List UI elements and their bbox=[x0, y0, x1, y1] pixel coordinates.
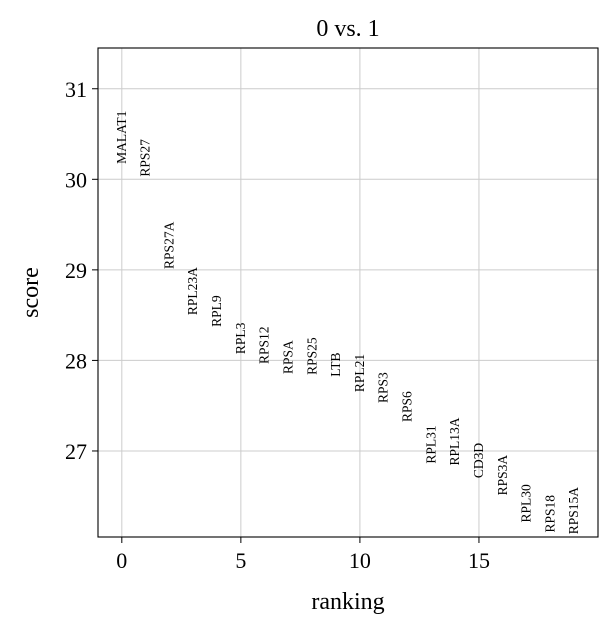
y-tick-label: 29 bbox=[65, 258, 87, 283]
gene-label: RPS15A bbox=[566, 487, 581, 535]
gene-label: RPS3 bbox=[376, 372, 391, 403]
gene-label: RPS27A bbox=[161, 221, 176, 269]
ticks: 0 5 10 15 27 28 29 30 31 bbox=[65, 77, 490, 573]
gene-label: RPL23A bbox=[185, 267, 200, 315]
gene-label: MALAT1 bbox=[114, 111, 129, 164]
x-tick-label: 10 bbox=[349, 548, 371, 573]
grid bbox=[98, 48, 598, 537]
x-axis-label: ranking bbox=[311, 589, 384, 615]
y-tick-label: 27 bbox=[65, 439, 87, 464]
gene-label: RPS6 bbox=[400, 391, 415, 422]
gene-label: RPL13A bbox=[447, 417, 462, 465]
gene-label: RPS18 bbox=[542, 495, 557, 533]
gene-label: RPL21 bbox=[352, 354, 367, 392]
gene-label: RPSA bbox=[280, 340, 295, 374]
x-tick-label: 15 bbox=[468, 548, 490, 573]
gene-label: RPS27 bbox=[138, 139, 153, 177]
gene-label: RPS25 bbox=[304, 337, 319, 375]
gene-label: RPL31 bbox=[423, 425, 438, 463]
gene-label: RPL3 bbox=[233, 322, 248, 354]
gene-label: CD3D bbox=[471, 443, 486, 479]
gene-label: RPS3A bbox=[495, 455, 510, 496]
y-tick-label: 28 bbox=[65, 348, 87, 373]
y-tick-label: 30 bbox=[65, 167, 87, 192]
plot-frame bbox=[97, 47, 599, 538]
x-tick-label: 0 bbox=[116, 548, 127, 573]
x-tick-label: 5 bbox=[235, 548, 246, 573]
y-axis-label: score bbox=[18, 267, 44, 318]
y-tick-label: 31 bbox=[65, 77, 87, 102]
gene-label: RPL30 bbox=[519, 484, 534, 523]
gene-label: LTB bbox=[328, 352, 343, 376]
gene-label: RPL9 bbox=[209, 295, 224, 327]
gene-label: RPS12 bbox=[257, 327, 272, 365]
data-points: MALAT1 RPS27 RPS27A RPL23A RPL9 RPL3 RPS12 RPSA… bbox=[114, 111, 581, 535]
chart-title: 0 vs. 1 bbox=[316, 16, 379, 42]
